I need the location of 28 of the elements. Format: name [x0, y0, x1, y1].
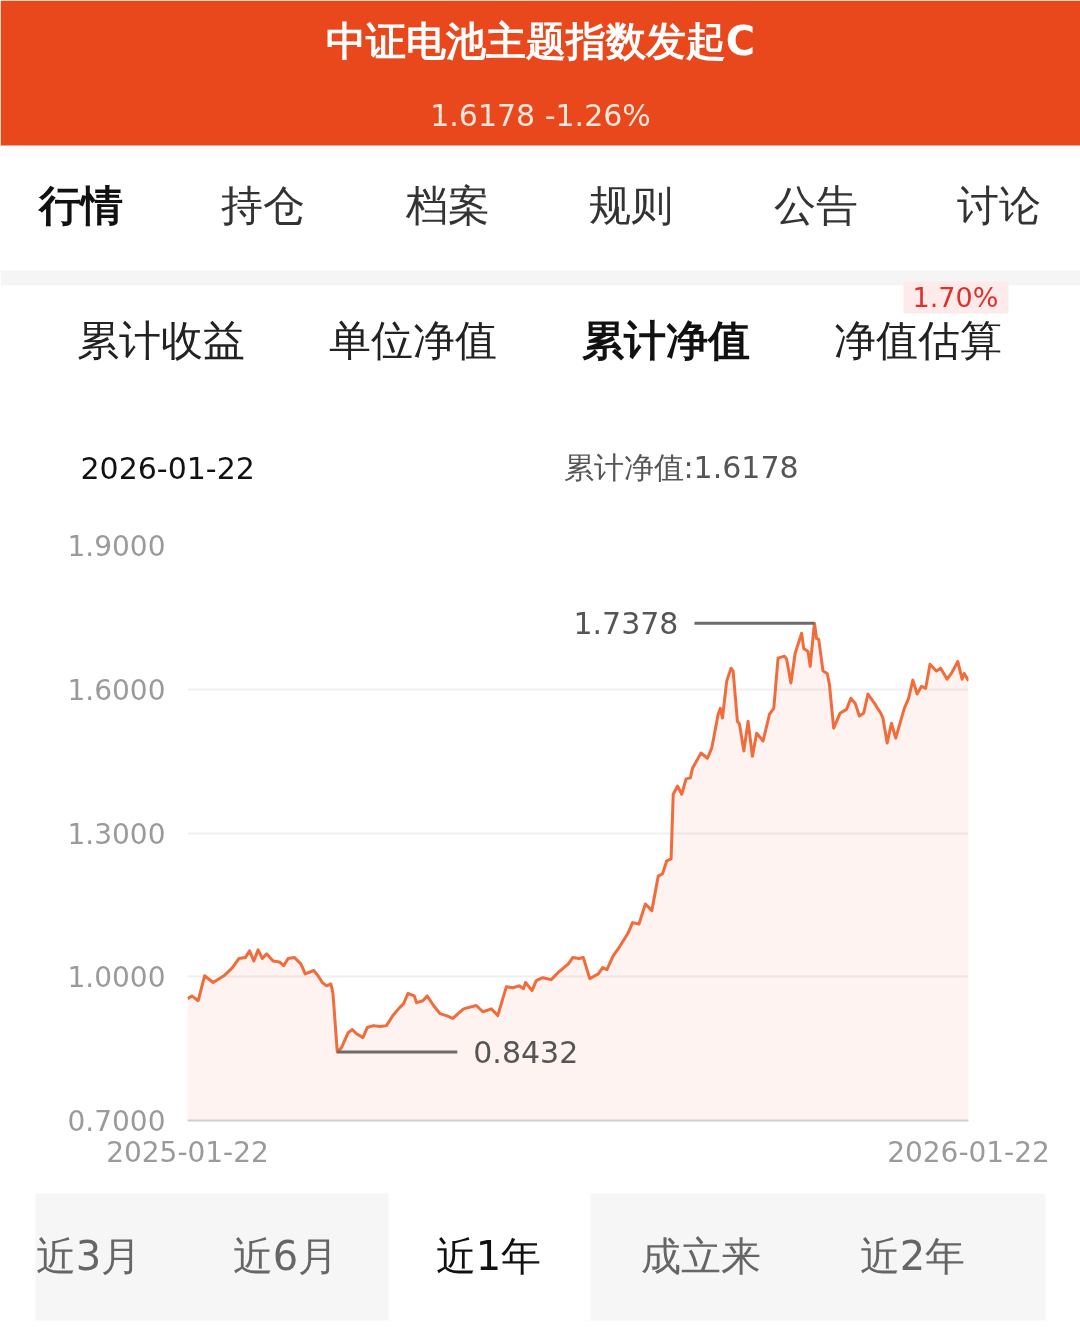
text: 公告: [773, 181, 858, 230]
text: 累计净值: [581, 316, 750, 365]
annotation: 1.7378: [573, 606, 679, 642]
chart-subtitle: 1.6178 -1.26%: [430, 98, 651, 133]
text: 规则: [588, 181, 673, 230]
text: 近3月: [35, 1232, 142, 1279]
text: 近6月: [232, 1232, 339, 1279]
y-tick-label: 0.7000: [67, 1105, 166, 1138]
text: 档案: [404, 181, 490, 230]
text: 成立来: [640, 1232, 761, 1279]
text: 讨论: [956, 181, 1041, 230]
x-tick-label: 2025-01-22: [106, 1135, 269, 1169]
y-tick-label: 1.3000: [67, 817, 166, 851]
y-tick-label: 1.0000: [67, 961, 166, 995]
text: 近2年: [859, 1232, 966, 1279]
y-tick-label: 1.6000: [67, 673, 166, 707]
text: 净值估算: [833, 316, 1002, 365]
chart-title: 中证电池主题指数发起C: [325, 17, 756, 64]
text: 2026-01-22: [80, 450, 255, 486]
text: 单位净值: [328, 316, 497, 365]
text: 1.70%: [912, 282, 999, 313]
text: 累计净值:1.6178: [563, 450, 799, 485]
text: 近1年: [435, 1232, 542, 1279]
y-tick-label: 1.9000: [67, 530, 166, 563]
text: 持仓: [220, 181, 305, 230]
text: 行情: [36, 181, 123, 230]
text: 累计收益: [76, 316, 245, 365]
annotation: 0.8432: [473, 1034, 579, 1070]
